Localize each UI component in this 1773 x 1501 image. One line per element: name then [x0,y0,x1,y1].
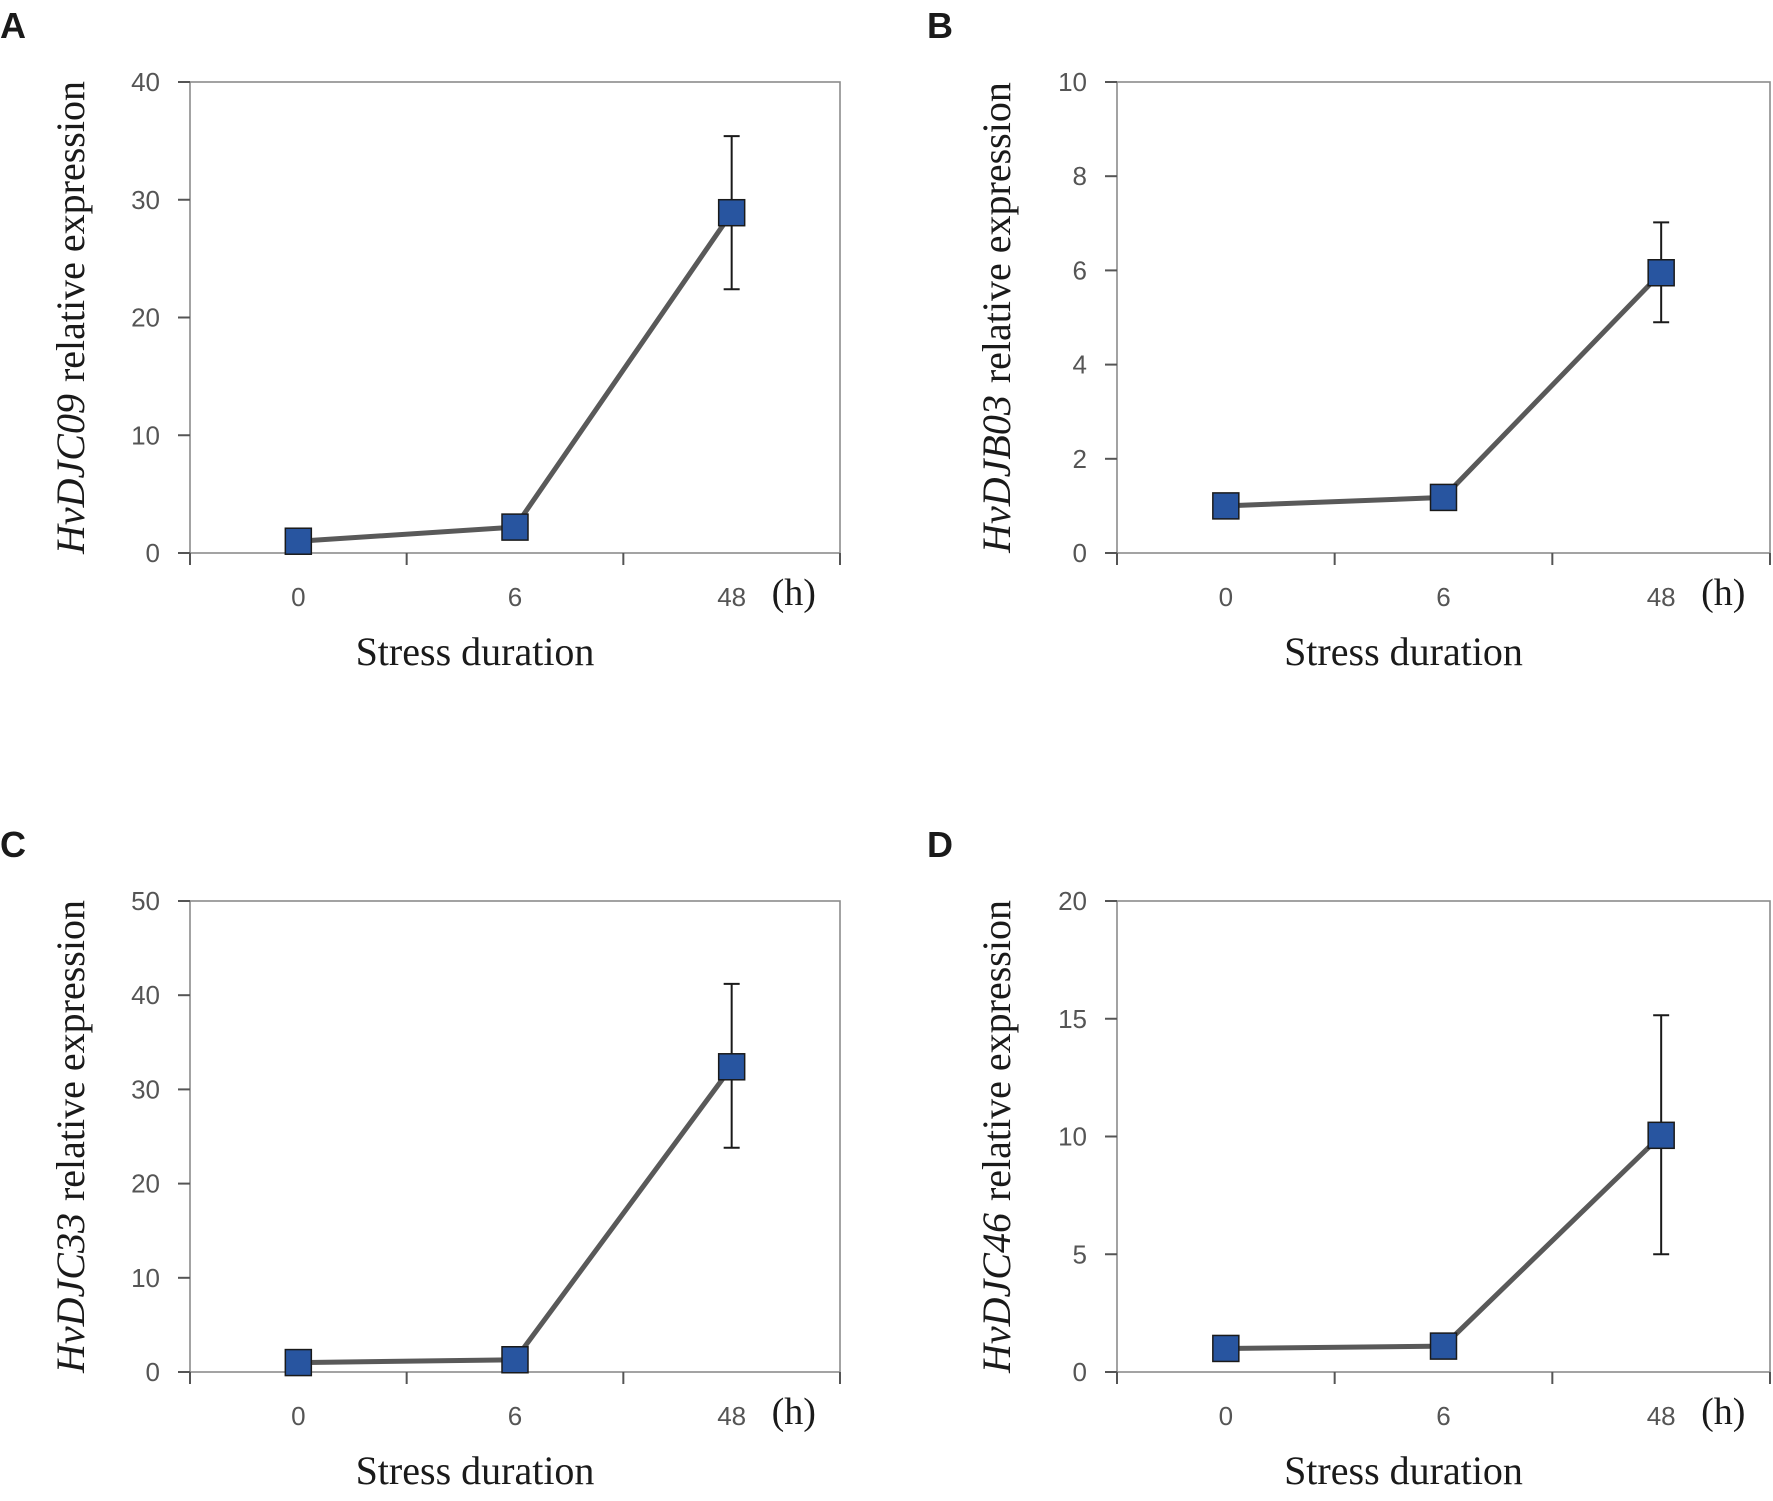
series-line [298,211,734,544]
x-unit-label: (h) [772,572,816,614]
y-tick-label: 10 [1058,1122,1087,1152]
x-tick-label: 6 [508,1401,522,1431]
y-axis-suffix: relative expression [974,82,1019,383]
y-tick-label: 20 [131,1169,160,1199]
data-point-6h [501,1346,529,1374]
y-tick-label: 0 [146,538,160,568]
x-unit-label: (h) [1701,572,1745,614]
panel-d: D 0 5 10 15 20 0 6 48 (h) Stress duration HvDJC46 re… [927,824,1771,1493]
x-axis-title: Stress duration [1284,1448,1523,1493]
y-tick-label: 40 [131,67,160,97]
panel-b: B 0 2 4 6 8 10 0 6 48 (h) Stress duration HvDJB03 rel… [927,5,1771,674]
y-axis-title: HvDJC33 relative expression [48,900,93,1374]
panel-c: C 0 10 20 30 40 50 0 6 48 (h) Stress duration HvDJC3… [0,824,841,1493]
data-point-48h [1647,259,1675,287]
y-tick-label: 50 [131,886,160,916]
panel-letter-c: C [0,824,26,865]
x-tick-label: 6 [508,582,522,612]
data-point-0h [284,1348,313,1377]
panel-a: A 0 10 20 30 40 0 6 48 (h) Stress duration HvDJC09 r… [0,5,841,674]
x-unit-label: (h) [1701,1391,1745,1433]
data-point-48h [717,1053,746,1081]
y-axis-gene: HvDJC33 [48,1213,93,1374]
data-point-0h [1212,492,1240,520]
x-tick-label: 0 [291,582,305,612]
y-tick-label: 30 [131,1074,160,1104]
y-tick-label: 10 [131,1263,160,1293]
y-tick-label: 10 [1058,67,1087,97]
plot-frame [189,81,841,554]
y-axis-title: HvDJC09 relative expression [48,81,93,555]
x-tick-label: 48 [717,1401,746,1431]
data-point-0h [1212,1334,1240,1363]
series-line [298,1065,734,1366]
y-tick-label: 40 [131,980,160,1010]
data-point-48h [1647,1121,1675,1150]
x-tick-label: 48 [1647,1401,1676,1431]
y-tick-label: 4 [1073,350,1087,380]
data-point-6h [1429,1332,1458,1360]
data-point-6h [501,513,529,541]
y-tick-label: 5 [1073,1239,1087,1269]
y-tick-label: 0 [146,1357,160,1387]
x-tick-label: 6 [1436,1401,1450,1431]
plot-frame [189,900,841,1373]
y-axis-gene: HvDJC09 [48,394,93,555]
y-tick-label: 10 [131,420,160,450]
x-axis-title: Stress duration [1284,629,1523,674]
y-axis-title: HvDJB03 relative expression [974,82,1019,554]
panel-letter-b: B [927,5,953,46]
y-axis-suffix: relative expression [48,900,93,1201]
x-tick-label: 0 [1219,1401,1233,1431]
data-point-0h [284,527,313,555]
y-tick-label: 20 [131,303,160,333]
y-axis-title: HvDJC46 relative expression [974,900,1019,1374]
y-axis-gene: HvDJB03 [974,395,1019,554]
x-unit-label: (h) [772,1391,816,1433]
series-line [1225,271,1663,509]
y-axis-gene: HvDJC46 [974,1213,1019,1374]
x-axis-title: Stress duration [356,629,595,674]
y-tick-label: 30 [131,185,160,215]
panel-letter-d: D [927,824,953,865]
data-point-6h [1429,483,1458,512]
y-tick-label: 2 [1073,444,1087,474]
x-tick-label: 0 [291,1401,305,1431]
y-tick-label: 0 [1073,1357,1087,1387]
x-tick-label: 48 [1647,582,1676,612]
panel-letter-a: A [0,5,26,46]
data-point-48h [717,198,746,227]
y-axis-suffix: relative expression [974,900,1019,1201]
x-tick-label: 48 [717,582,746,612]
y-tick-label: 15 [1058,1004,1087,1034]
series-line [1225,1133,1663,1351]
plot-frame [1116,81,1771,554]
x-axis-title: Stress duration [356,1448,595,1493]
y-tick-label: 8 [1073,161,1087,191]
x-tick-label: 6 [1436,582,1450,612]
y-tick-label: 6 [1073,255,1087,285]
y-axis-suffix: relative expression [48,81,93,382]
y-tick-label: 0 [1073,538,1087,568]
x-tick-label: 0 [1219,582,1233,612]
y-tick-label: 20 [1058,886,1087,916]
